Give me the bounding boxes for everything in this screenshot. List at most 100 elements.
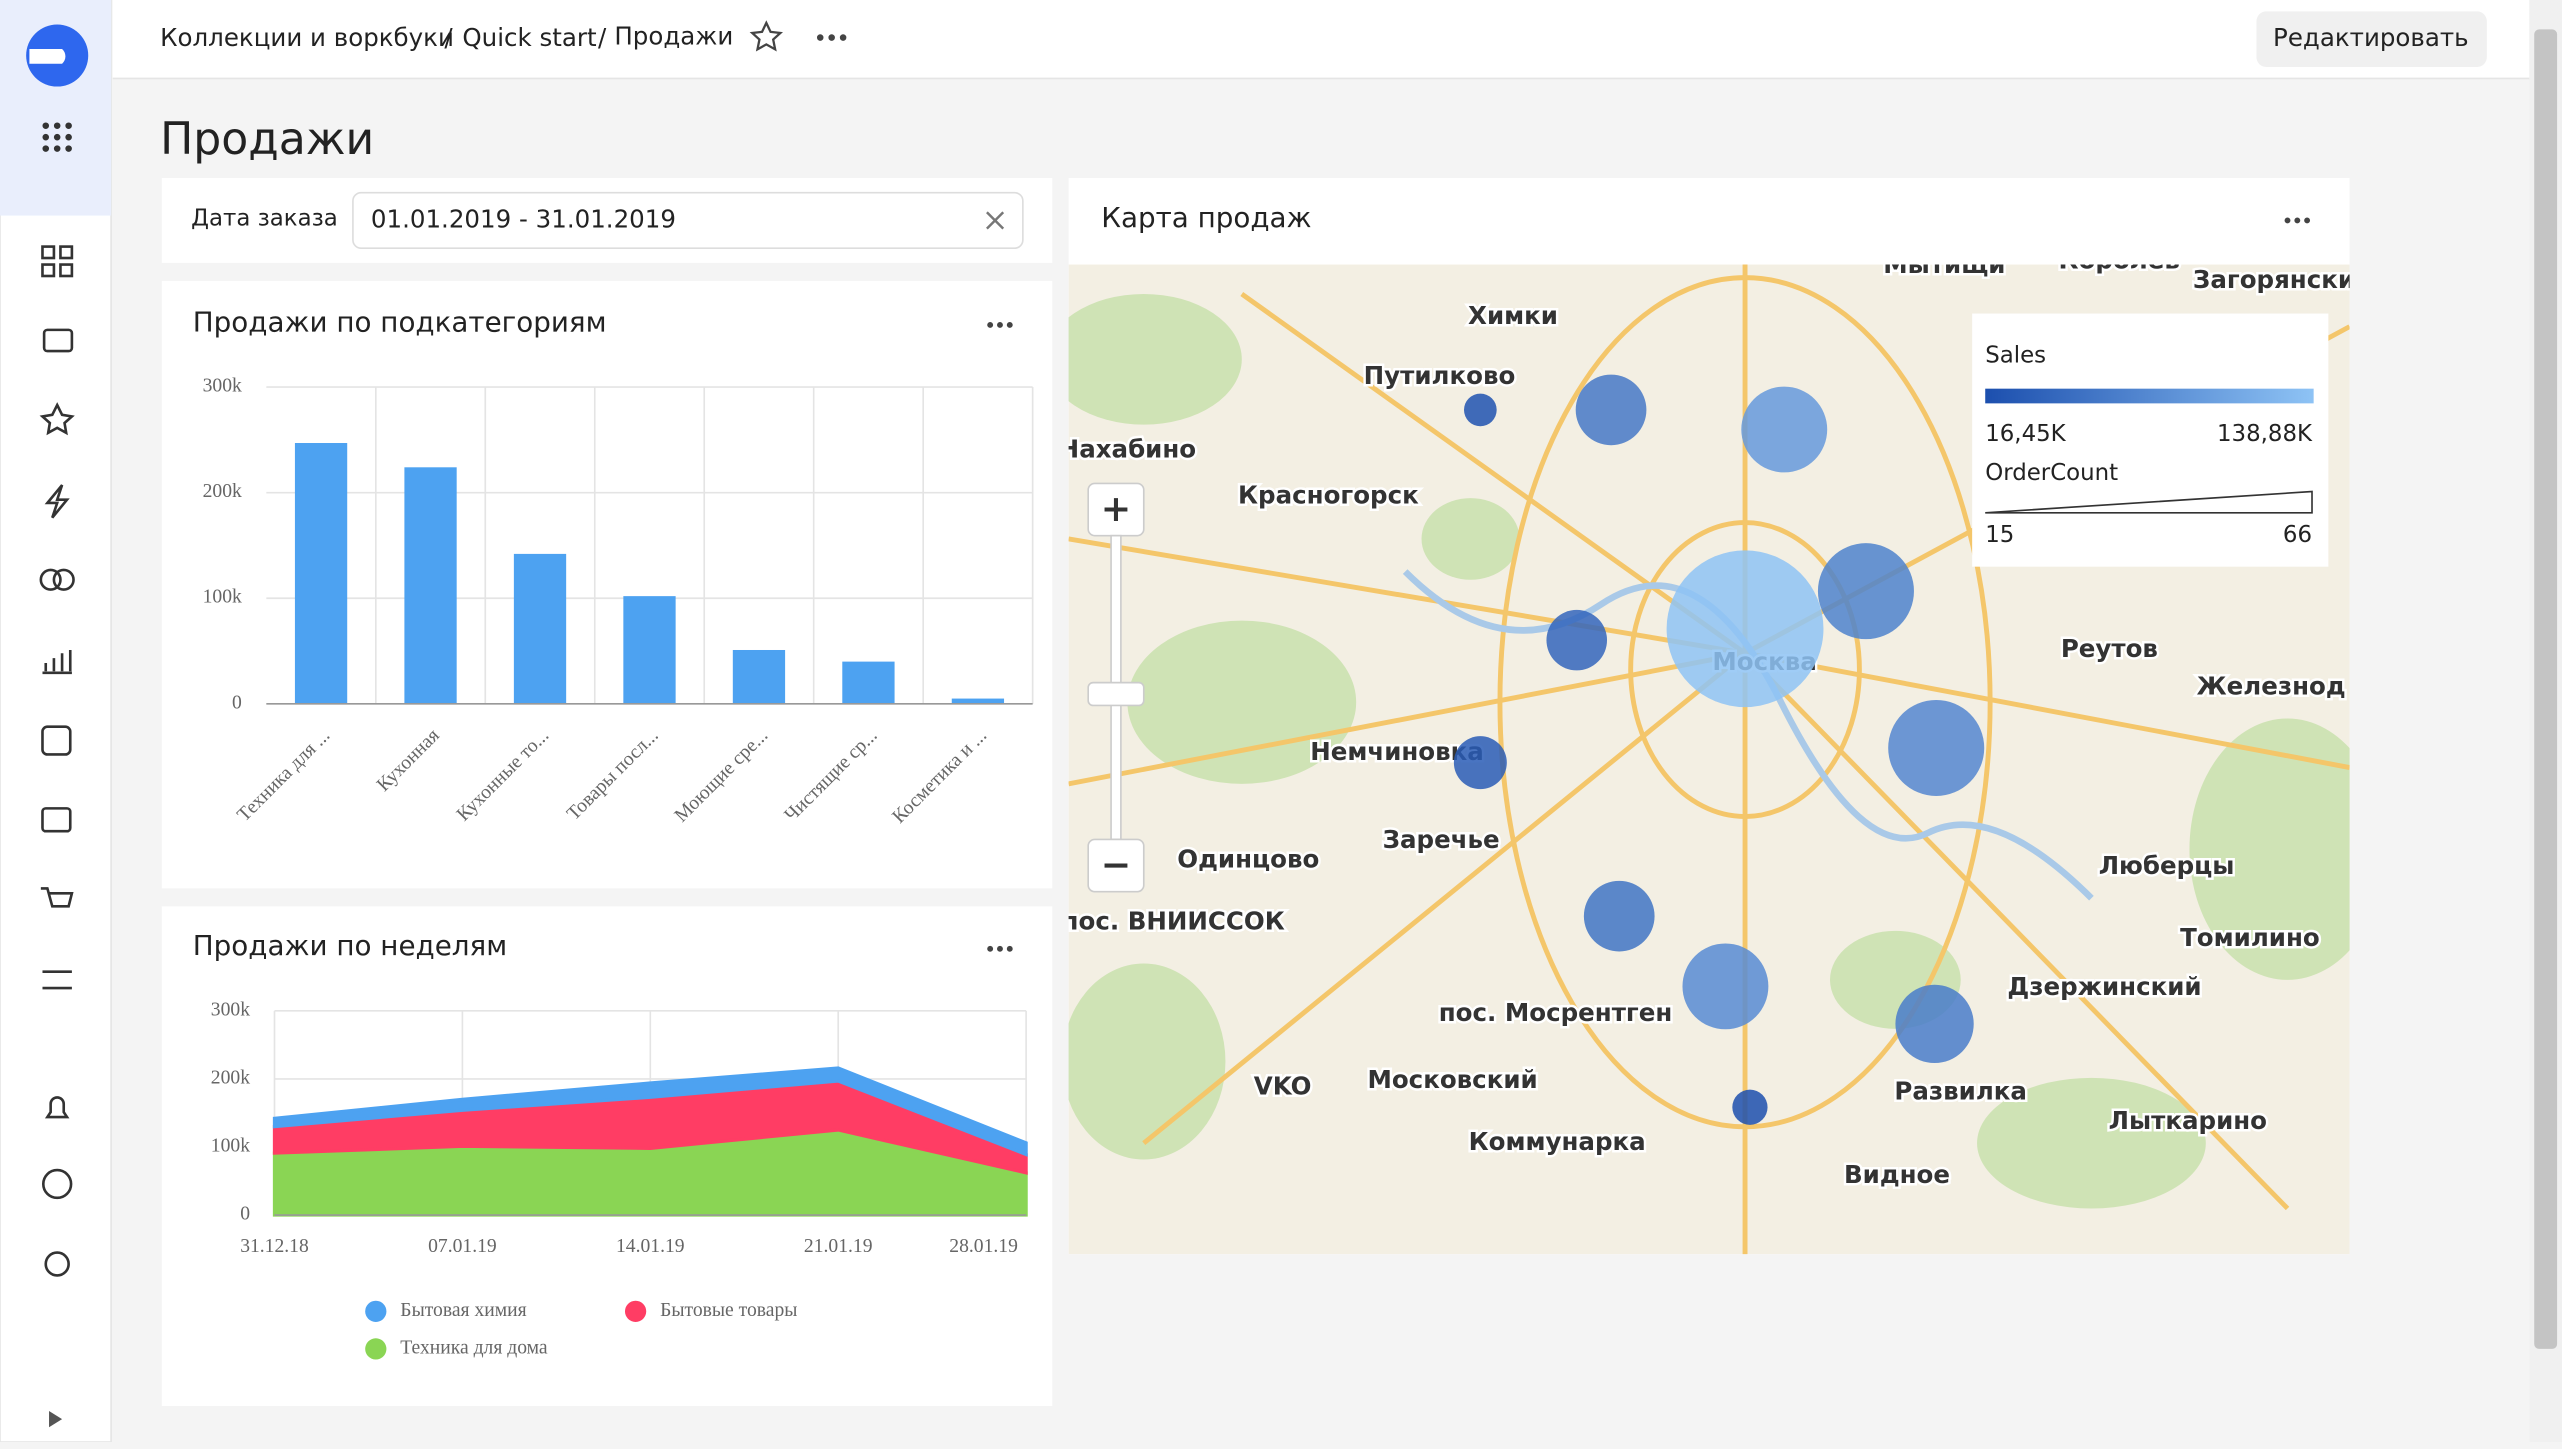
nav-icon[interactable] bbox=[42, 970, 72, 990]
expand-button[interactable] bbox=[49, 1410, 63, 1428]
bar bbox=[294, 443, 348, 704]
legend-title: Sales bbox=[1985, 343, 2046, 369]
more-button[interactable] bbox=[987, 322, 1013, 328]
legend-min: 15 bbox=[1985, 522, 2014, 548]
nav-icon[interactable] bbox=[39, 568, 62, 591]
map-label: Одинцово bbox=[1177, 845, 1319, 874]
nav-icon[interactable] bbox=[39, 402, 75, 436]
edit-button-label[interactable]: Редактировать bbox=[2273, 23, 2469, 52]
x-tick-label: 31.12.18 bbox=[240, 1236, 309, 1257]
map-label: пос. ВНИИССОК bbox=[1062, 907, 1285, 936]
breadcrumb[interactable]: Quick start bbox=[462, 23, 597, 52]
map-legend bbox=[1972, 313, 2329, 567]
bar bbox=[404, 467, 457, 704]
zoom-in-icon bbox=[1104, 498, 1128, 521]
y-tick-label: 200k bbox=[211, 1067, 250, 1088]
legend-marker bbox=[624, 1300, 647, 1322]
header bbox=[112, 0, 2530, 79]
map-bubble[interactable] bbox=[1546, 609, 1608, 671]
filter-label: Дата заказа bbox=[191, 205, 338, 231]
y-tick-label: 100k bbox=[211, 1135, 250, 1156]
nav-icon[interactable] bbox=[41, 263, 56, 278]
nav-icon[interactable] bbox=[41, 245, 56, 260]
river bbox=[1402, 569, 2094, 901]
map-label: Видное bbox=[1844, 1160, 1950, 1189]
separator: / bbox=[444, 23, 453, 52]
legend-size bbox=[1985, 490, 2313, 514]
y-tick-label: 300k bbox=[211, 999, 250, 1020]
legend-max: 66 bbox=[2283, 522, 2312, 548]
date-input[interactable] bbox=[352, 191, 1024, 250]
edit-button[interactable] bbox=[2256, 11, 2487, 67]
map-bubble[interactable] bbox=[1464, 393, 1497, 427]
map[interactable]: Мытищи Королев Загорянский Химки Путилково На… bbox=[1046, 245, 2386, 1255]
help-icon[interactable] bbox=[41, 1168, 73, 1200]
nav-icon[interactable] bbox=[41, 807, 72, 833]
bar bbox=[623, 596, 676, 704]
scroll-thumb[interactable] bbox=[2534, 29, 2558, 1349]
y-tick-label: 200k bbox=[203, 481, 242, 502]
y-tick-label: 0 bbox=[232, 692, 242, 713]
map-title: Карта продаж bbox=[1101, 201, 1311, 234]
legend-marker bbox=[365, 1338, 387, 1360]
breadcrumb[interactable]: Коллекции и воркбуки bbox=[160, 23, 454, 52]
more-button[interactable] bbox=[816, 34, 847, 41]
map-bubble[interactable] bbox=[1575, 374, 1647, 446]
bar bbox=[842, 661, 895, 704]
settings-icon[interactable] bbox=[44, 1251, 70, 1277]
nav-icon[interactable] bbox=[44, 484, 70, 519]
zoom-handle[interactable] bbox=[1087, 681, 1145, 707]
x-tick-label: 21.01.19 bbox=[804, 1236, 873, 1257]
map-bubble[interactable] bbox=[1888, 699, 1985, 796]
date-value[interactable]: 01.01.2019 - 31.01.2019 bbox=[371, 204, 676, 233]
nav-icon[interactable] bbox=[42, 649, 72, 675]
map-label: пос. Мосрентген bbox=[1439, 998, 1673, 1027]
map-bubble[interactable] bbox=[1817, 543, 1914, 640]
legend-marker bbox=[365, 1300, 387, 1322]
legend-gradient bbox=[1985, 388, 2314, 404]
area bbox=[272, 1066, 1028, 1157]
notifications-icon[interactable] bbox=[44, 1096, 70, 1119]
clear-button[interactable] bbox=[986, 211, 1005, 230]
legend-title: OrderCount bbox=[1985, 460, 2118, 486]
nav-icon[interactable] bbox=[42, 328, 74, 353]
apps-icon[interactable] bbox=[42, 122, 72, 152]
map-label: Железнод bbox=[2197, 672, 2346, 701]
map-bubble[interactable] bbox=[1682, 943, 1769, 1030]
nav-icon[interactable] bbox=[41, 725, 72, 756]
favorite-button[interactable] bbox=[749, 20, 783, 52]
map-label: Нахабино bbox=[1059, 435, 1196, 464]
map-label: Лыткарино bbox=[2109, 1106, 2267, 1135]
more-button[interactable] bbox=[987, 945, 1013, 952]
nav-icon[interactable] bbox=[52, 568, 75, 591]
map-label: Путилково bbox=[1364, 361, 1516, 390]
separator: / bbox=[598, 23, 607, 52]
legend-label[interactable]: Бытовая химия bbox=[400, 1300, 526, 1321]
map-label: Красногорск bbox=[1238, 480, 1419, 509]
chart-title: Продажи по неделям bbox=[193, 929, 507, 962]
logo-mark bbox=[29, 48, 66, 64]
map-label: Томилино bbox=[2180, 923, 2320, 952]
map-bubble[interactable] bbox=[1453, 736, 1507, 790]
map-label: Химки bbox=[1468, 301, 1558, 330]
legend-label[interactable]: Техника для дома bbox=[400, 1337, 548, 1358]
map-bubble[interactable] bbox=[1741, 386, 1828, 473]
more-button[interactable] bbox=[2284, 217, 2311, 224]
map-label: Королев bbox=[2059, 245, 2180, 274]
legend-label[interactable]: Бытовые товары bbox=[660, 1300, 797, 1321]
nav-icon[interactable] bbox=[59, 245, 74, 260]
map-bubble[interactable] bbox=[1583, 880, 1655, 952]
map-label: Мытищи bbox=[1883, 250, 2005, 279]
map-label: VKO bbox=[1254, 1072, 1312, 1101]
nav-icon[interactable] bbox=[40, 887, 74, 908]
page-title: Продажи bbox=[160, 114, 374, 165]
map-bubble[interactable] bbox=[1732, 1089, 1768, 1125]
map-bubble[interactable] bbox=[1666, 550, 1824, 708]
x-tick-label: 07.01.19 bbox=[428, 1236, 497, 1257]
map-bubble[interactable] bbox=[1895, 984, 1974, 1064]
y-tick-label: 300k bbox=[203, 376, 242, 397]
nav-icon[interactable] bbox=[59, 263, 74, 278]
map-label: Люберцы bbox=[2099, 851, 2235, 880]
